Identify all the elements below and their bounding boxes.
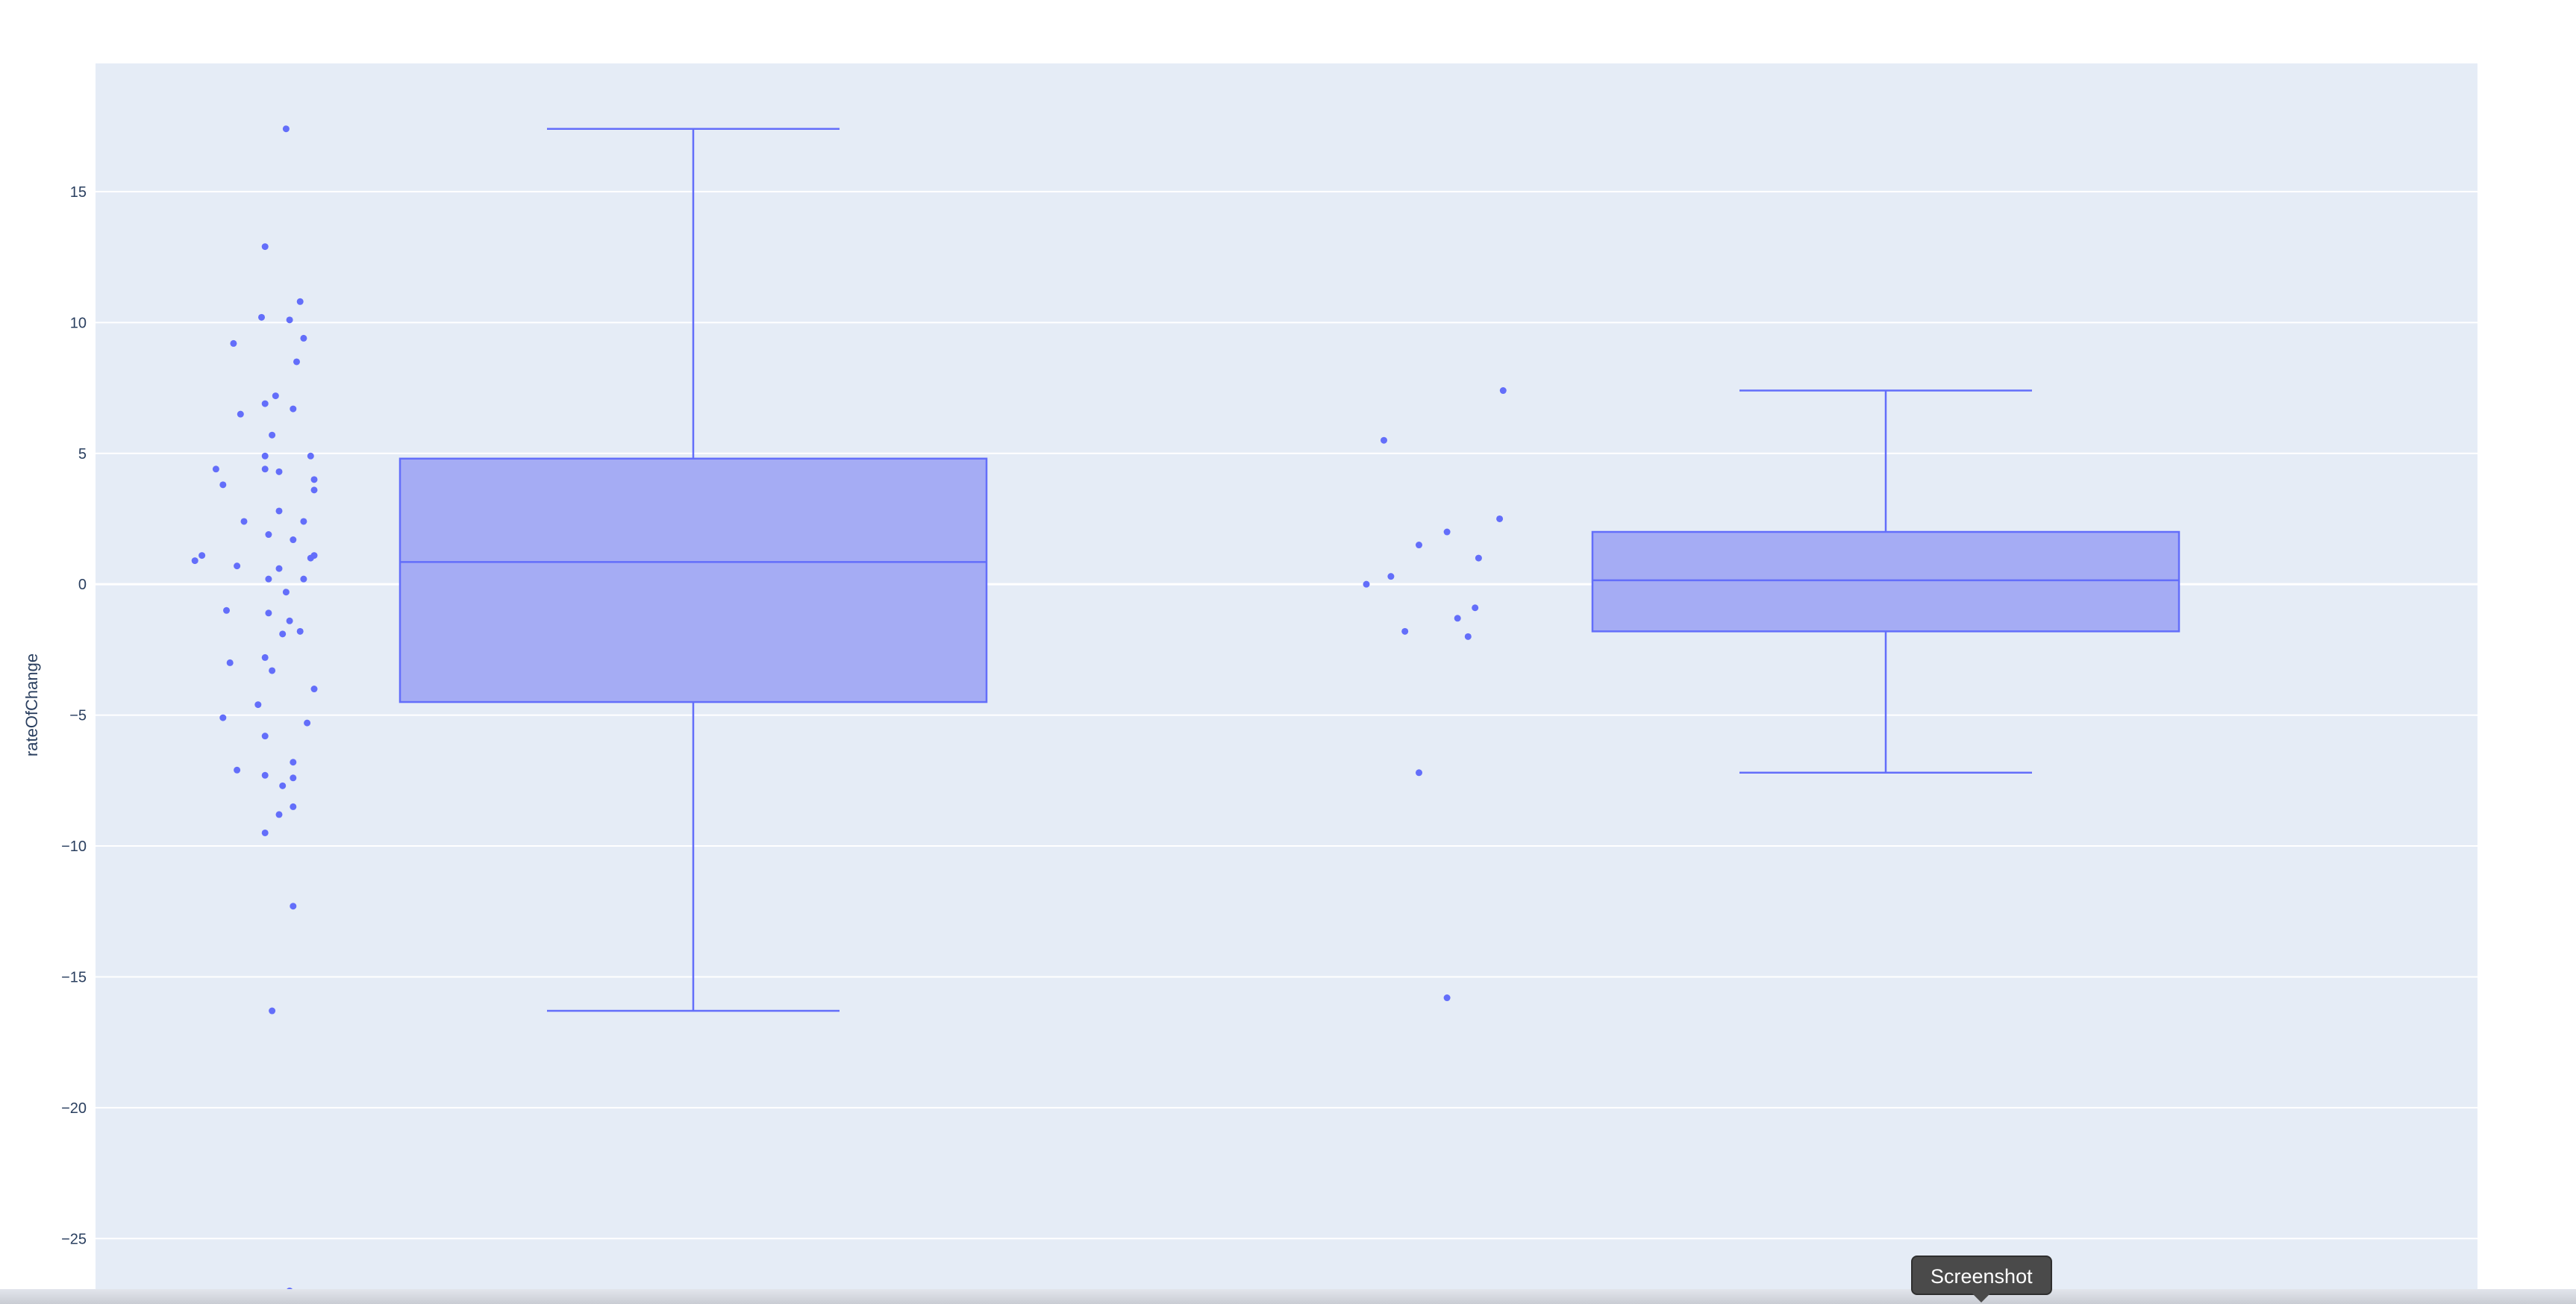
data-point	[191, 557, 198, 565]
y-axis-ticks: 15 10 5 0 −5 −10 −15 −20 −25	[61, 184, 87, 1247]
data-point	[307, 452, 314, 460]
data-point	[282, 589, 290, 596]
data-point	[1454, 615, 1461, 622]
data-point	[1472, 604, 1479, 612]
data-point	[275, 565, 283, 572]
data-point	[275, 468, 283, 475]
data-point	[258, 313, 265, 321]
data-point	[290, 903, 297, 910]
data-point	[212, 466, 219, 473]
data-point	[290, 759, 297, 766]
data-point	[269, 1007, 276, 1015]
data-point	[261, 466, 269, 473]
data-point	[1363, 580, 1370, 588]
data-point	[1381, 436, 1387, 444]
data-point	[286, 617, 293, 624]
data-point	[296, 298, 304, 305]
window-bottom-edge	[0, 1289, 2576, 1304]
data-point	[282, 125, 290, 133]
data-point	[1401, 627, 1409, 635]
data-point	[265, 531, 272, 539]
data-point	[261, 771, 269, 779]
data-point	[261, 400, 269, 407]
data-point	[1443, 994, 1451, 1002]
data-point	[1416, 769, 1422, 777]
data-point	[234, 766, 241, 774]
data-point	[226, 659, 234, 666]
data-point	[234, 562, 241, 570]
y-tick-label: −25	[61, 1231, 87, 1247]
data-point	[198, 552, 206, 559]
data-point	[310, 486, 318, 494]
data-point	[300, 334, 307, 342]
data-point	[279, 630, 287, 638]
y-tick-label: 10	[70, 315, 87, 331]
tooltip-arrow	[1972, 1294, 1991, 1303]
iqr-box	[398, 457, 988, 703]
data-point	[275, 507, 283, 515]
data-points	[191, 125, 1507, 1294]
data-point	[290, 803, 297, 810]
data-point	[261, 452, 269, 460]
box-series	[398, 128, 2180, 1012]
y-tick-label: −15	[61, 969, 87, 985]
data-point	[1387, 573, 1395, 580]
data-point	[272, 392, 279, 400]
data-point	[261, 733, 269, 740]
data-point	[279, 782, 287, 789]
data-point	[307, 554, 314, 562]
y-axis-title: rateOfChange	[22, 653, 41, 756]
data-point	[275, 811, 283, 818]
data-point	[1416, 542, 1422, 549]
data-point	[265, 575, 272, 583]
y-tick-label: −20	[61, 1100, 87, 1117]
y-tick-label: −10	[61, 838, 87, 855]
data-point	[300, 518, 307, 525]
data-point	[230, 339, 237, 347]
data-point	[290, 536, 297, 544]
data-point	[290, 774, 297, 782]
data-point	[1443, 528, 1451, 536]
screenshot-tooltip: Screenshot	[1911, 1256, 2052, 1303]
data-point	[1496, 515, 1504, 522]
data-point	[300, 575, 307, 583]
data-point	[219, 481, 227, 489]
data-point	[223, 606, 230, 614]
data-point	[237, 410, 244, 418]
data-point	[310, 686, 318, 693]
tooltip-label: Screenshot	[1931, 1265, 2033, 1288]
data-point	[293, 358, 300, 366]
data-point	[290, 405, 297, 413]
data-point	[269, 431, 276, 439]
data-point	[1499, 387, 1507, 395]
data-point	[310, 476, 318, 483]
y-tick-label: 15	[70, 184, 87, 201]
y-tick-label: 0	[78, 577, 87, 593]
data-point	[296, 627, 304, 635]
data-point	[219, 714, 227, 721]
data-point	[261, 243, 269, 251]
data-point	[261, 653, 269, 661]
data-point	[1464, 633, 1472, 640]
data-point	[240, 518, 248, 525]
data-point	[261, 829, 269, 836]
iqr-box	[1591, 530, 2180, 633]
y-tick-label: 5	[78, 446, 87, 463]
data-point	[304, 719, 311, 727]
data-point	[254, 701, 262, 709]
data-point	[269, 667, 276, 674]
data-point	[265, 609, 272, 617]
y-tick-label: −5	[69, 708, 87, 724]
data-point	[286, 316, 293, 324]
data-point	[1475, 554, 1482, 562]
